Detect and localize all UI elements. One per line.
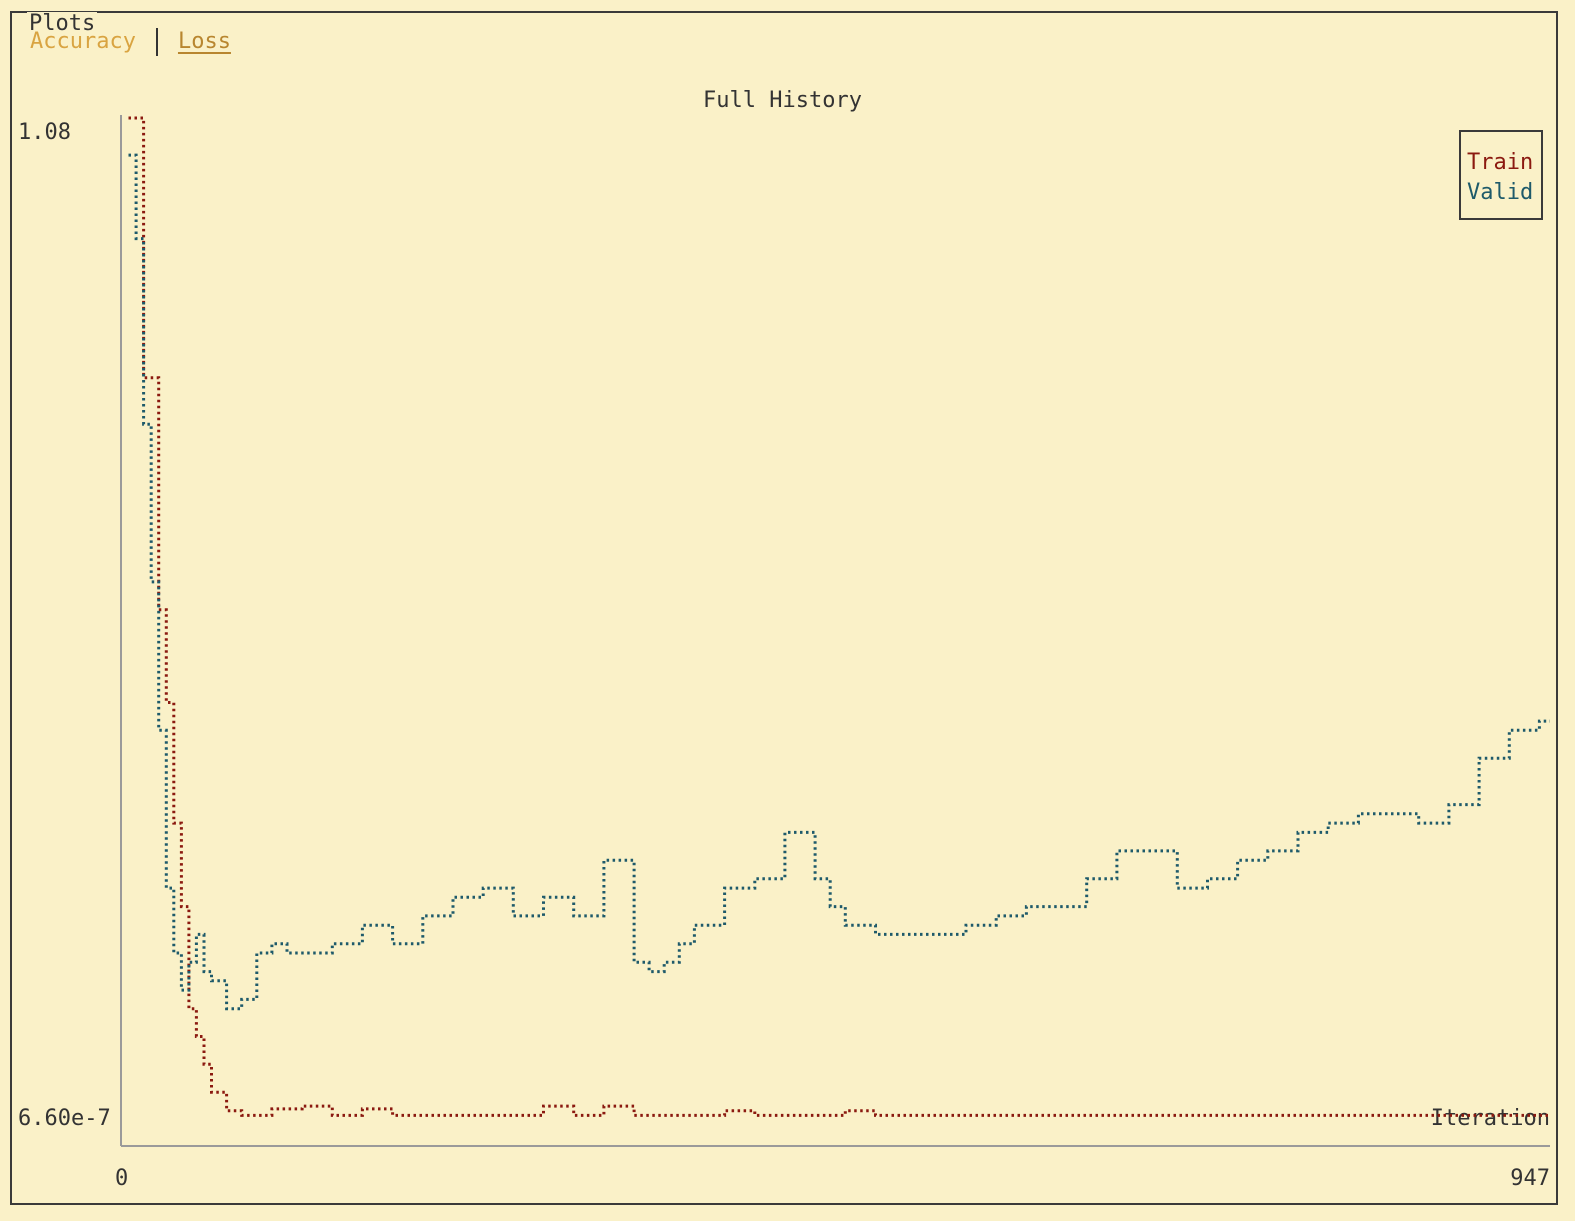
series-line-train [128, 116, 1550, 1117]
x-axis-label: Iteration [1431, 1106, 1550, 1131]
legend-item-valid: Valid [1467, 180, 1534, 205]
plot-tabs: Accuracy Loss [30, 28, 231, 56]
chart-title: Full History [703, 88, 862, 113]
tab-separator [155, 28, 158, 56]
panel-title: Plots [27, 11, 98, 36]
series-layer [128, 116, 1550, 1117]
y-tick-label-min: 6.60e-7 [18, 1106, 111, 1131]
x-tick-label-min: 0 [115, 1166, 128, 1191]
legend-item-train: Train [1467, 150, 1534, 175]
plots-panel: Plots [10, 11, 1558, 1205]
y-tick-label-max: 1.08 [18, 120, 71, 145]
x-tick-label-max: 947 [1510, 1166, 1550, 1191]
tab-accuracy[interactable]: Accuracy [30, 29, 136, 54]
series-line-valid [128, 153, 1550, 1011]
tab-loss[interactable]: Loss [177, 29, 231, 54]
legend: Train Valid [1459, 130, 1543, 220]
